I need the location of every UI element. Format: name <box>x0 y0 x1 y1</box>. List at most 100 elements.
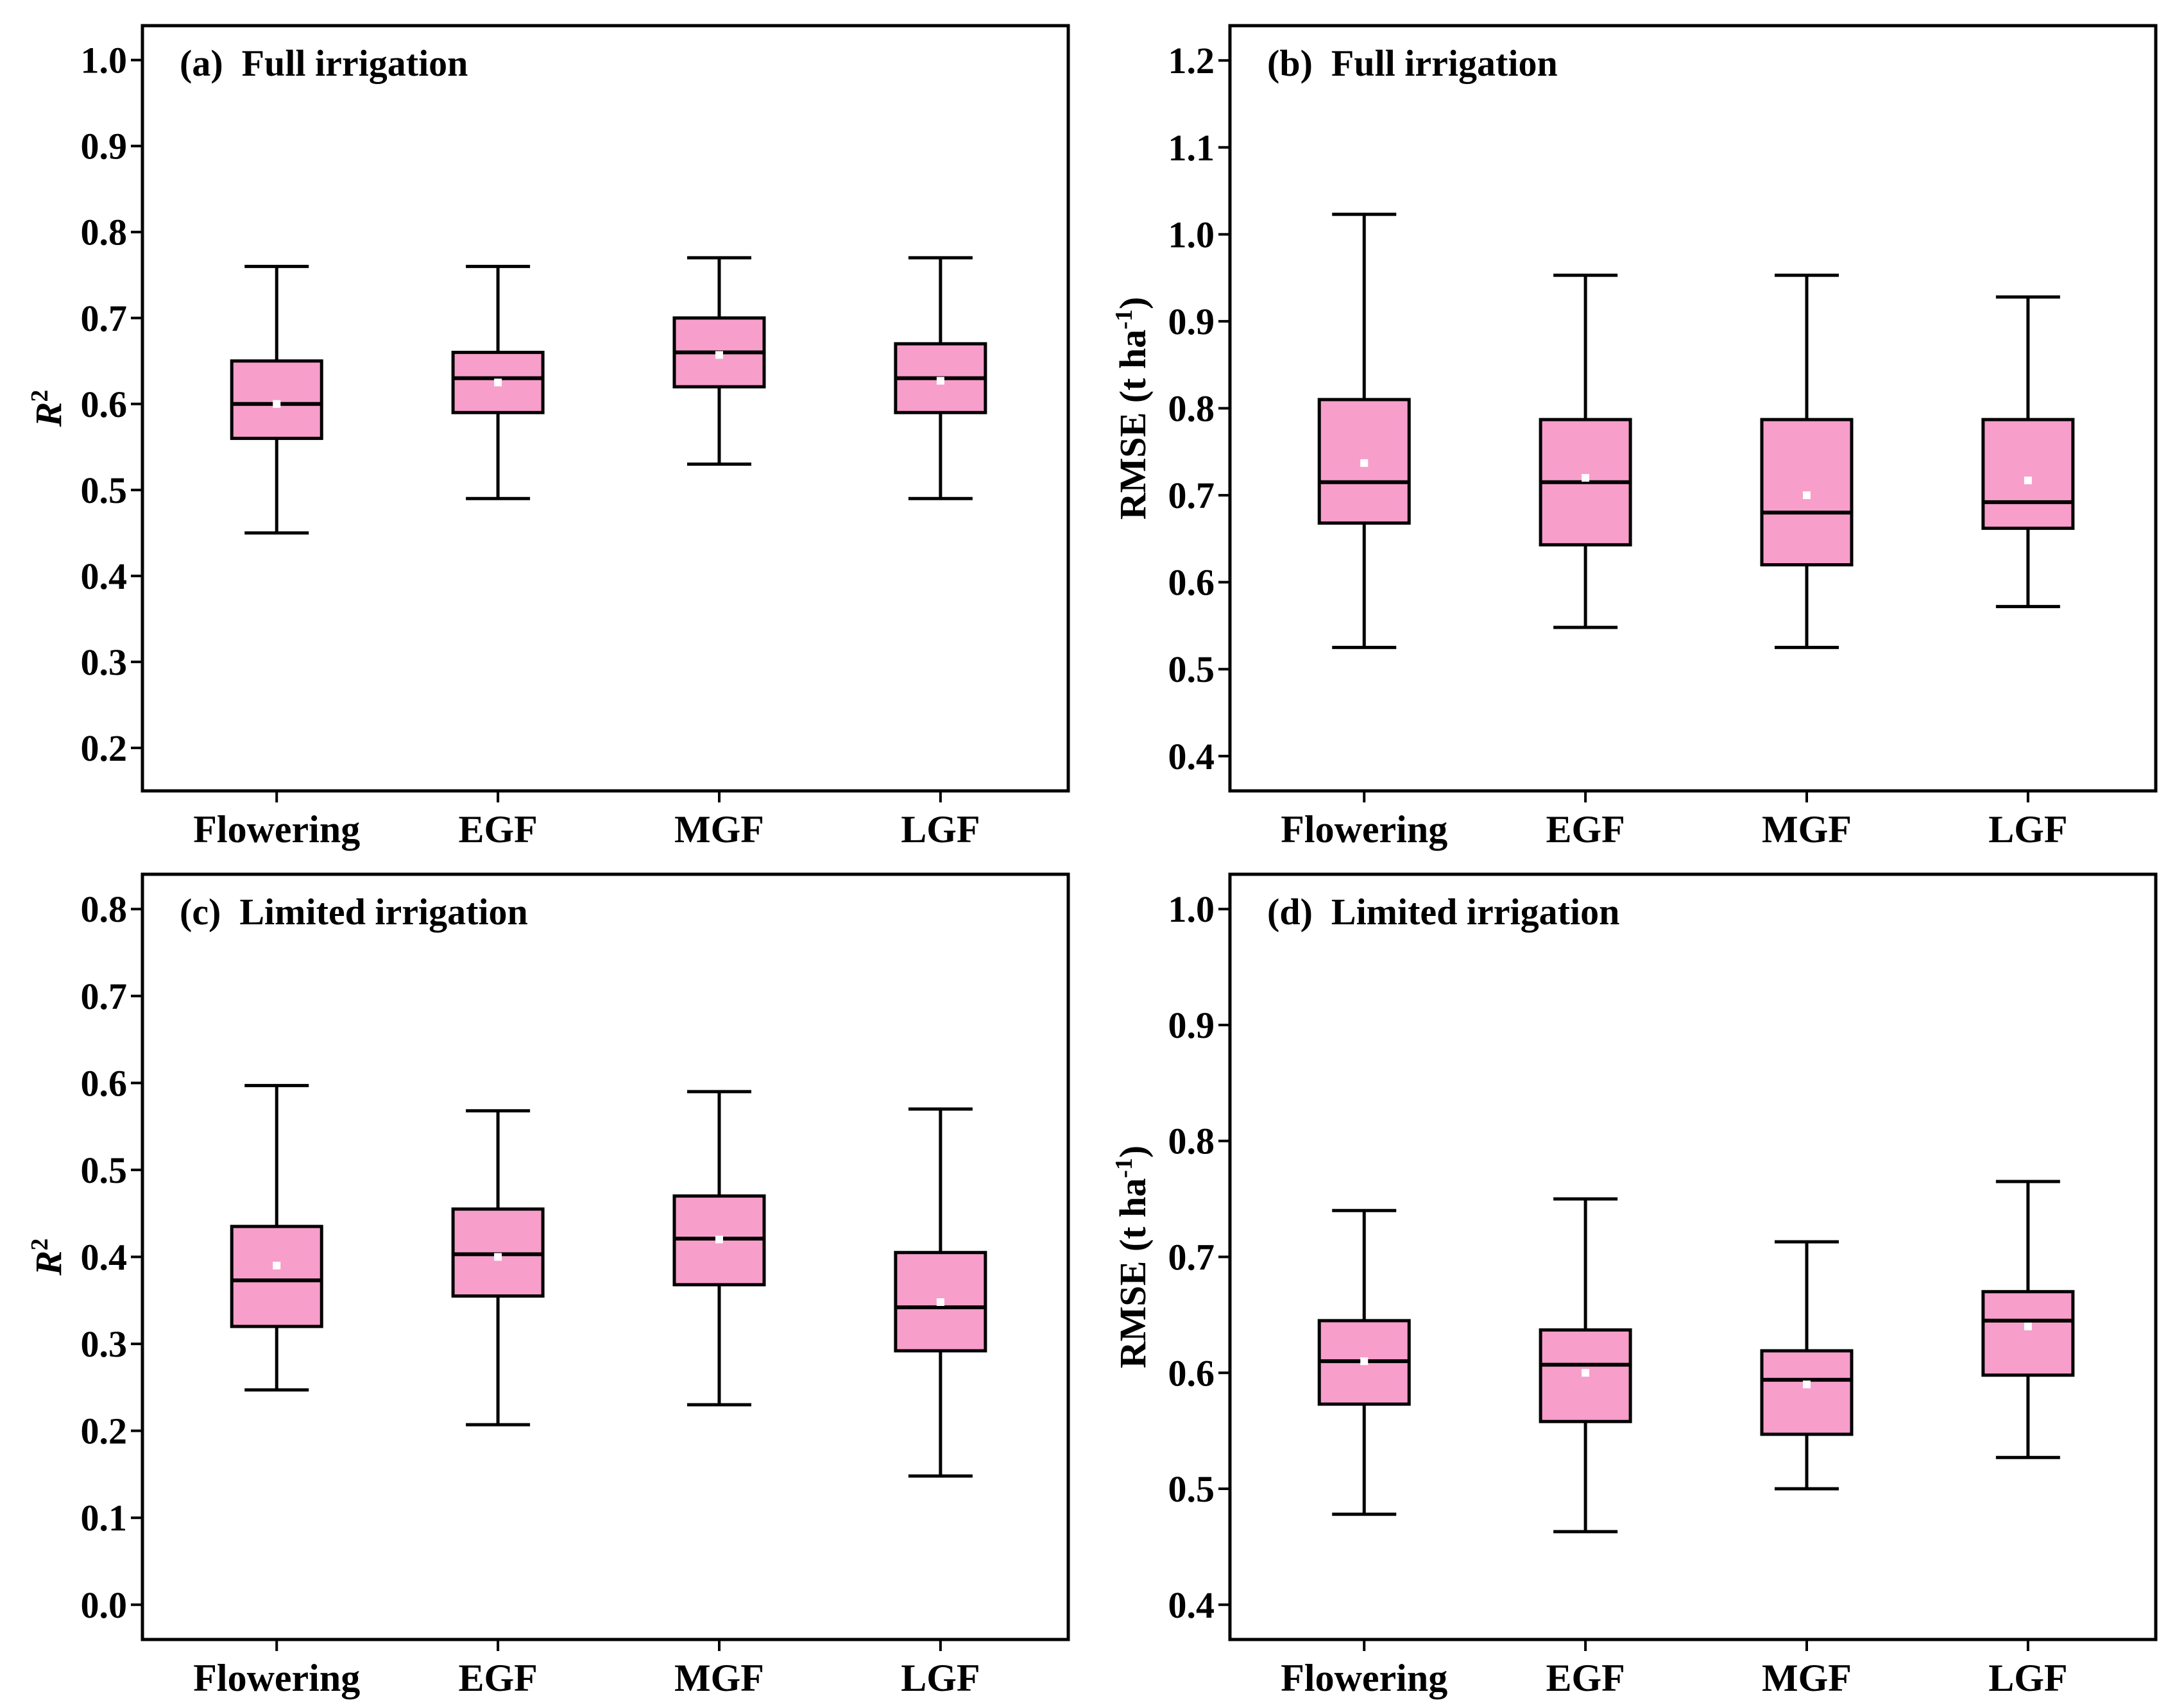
box-mgf <box>1760 1240 1854 1491</box>
mean-marker <box>715 1235 723 1244</box>
mean-marker <box>1582 1369 1590 1377</box>
y-tick-label: 0.7 <box>1168 475 1215 516</box>
y-tick-label: 0.8 <box>1168 1121 1215 1162</box>
box-lgf <box>894 1107 987 1478</box>
y-tick-label: 0.3 <box>81 1323 128 1365</box>
y-axis-label: RMSE (t ha-1) <box>1111 1146 1154 1368</box>
mean-marker <box>494 1253 502 1261</box>
y-tick-label: 0.4 <box>81 1237 128 1278</box>
panel-title: (d) Limited irrigation <box>1267 891 1619 933</box>
box-mgf <box>672 1090 766 1407</box>
y-tick-label: 0.9 <box>1168 301 1215 343</box>
box-flowering <box>1317 212 1411 649</box>
y-tick-label: 0.4 <box>81 555 128 597</box>
box-egf <box>1539 273 1632 629</box>
y-tick-label: 0.7 <box>81 976 128 1017</box>
x-category-label: LGF <box>901 1657 980 1699</box>
x-category-label: LGF <box>901 808 980 851</box>
y-axis-label: R2 <box>26 1239 69 1276</box>
iqr-box <box>1981 418 2075 530</box>
x-category-label: MGF <box>1762 1657 1852 1699</box>
panel-title: (a) Full irrigation <box>180 42 468 84</box>
x-category-label: EGF <box>1546 808 1625 851</box>
y-tick-label: 1.2 <box>1168 40 1215 81</box>
y-tick-label: 0.3 <box>81 641 128 683</box>
mean-marker <box>1802 1380 1811 1389</box>
y-tick-label: 0.8 <box>81 888 128 930</box>
y-tick-label: 1.0 <box>81 40 128 81</box>
x-category-label: Flowering <box>193 1657 360 1699</box>
mean-marker <box>1802 491 1811 500</box>
iqr-box <box>1760 1349 1854 1436</box>
iqr-box <box>1539 1328 1632 1423</box>
iqr-box <box>230 1224 323 1328</box>
mean-marker <box>2024 477 2032 485</box>
panel-d: 0.4 0.5 0.6 0.7 0.8 0.9 1.0 Flowering EGF MGF LGF (… <box>1111 872 2158 1699</box>
y-axis-label: R2 <box>26 390 69 428</box>
y-tick-label: 0.7 <box>81 298 128 339</box>
mean-marker <box>936 1298 944 1306</box>
x-category-label: LGF <box>1988 1657 2067 1699</box>
mean-marker <box>1360 1357 1369 1366</box>
x-category-label: Flowering <box>1281 808 1447 851</box>
y-tick-label: 0.2 <box>81 1411 128 1452</box>
box-mgf <box>1760 273 1854 649</box>
iqr-box <box>1981 1290 2075 1377</box>
x-category-label: MGF <box>674 1657 764 1699</box>
y-tick-label: 0.4 <box>1168 1584 1215 1626</box>
iqr-box <box>230 359 323 440</box>
box-lgf <box>1981 1180 2075 1459</box>
box-flowering <box>230 1083 323 1392</box>
y-tick-label: 0.5 <box>1168 1468 1215 1510</box>
y-tick-label: 0.6 <box>1168 562 1215 604</box>
y-tick-label: 0.7 <box>1168 1237 1215 1278</box>
y-tick-label: 0.2 <box>81 727 128 769</box>
mean-marker <box>273 1262 281 1270</box>
y-tick-label: 0.8 <box>81 212 128 253</box>
y-tick-label: 0.9 <box>1168 1004 1215 1046</box>
iqr-box <box>894 1251 987 1353</box>
x-category-label: EGF <box>458 808 537 851</box>
y-tick-label: 0.9 <box>81 126 128 167</box>
y-tick-label: 1.0 <box>1168 214 1215 255</box>
box-mgf <box>672 256 766 466</box>
box-lgf <box>894 256 987 500</box>
y-tick-label: 0.5 <box>81 470 128 511</box>
y-tick-label: 1.1 <box>1168 127 1215 169</box>
mean-marker <box>2024 1322 2032 1330</box>
mean-marker <box>715 351 723 359</box>
box-egf <box>451 1109 545 1427</box>
panel-title: (c) Limited irrigation <box>180 891 528 933</box>
mean-marker <box>1582 473 1590 482</box>
x-category-label: MGF <box>1762 808 1852 851</box>
mean-marker <box>1360 459 1369 467</box>
y-tick-label: 0.5 <box>1168 648 1215 690</box>
x-category-label: EGF <box>1546 1657 1625 1699</box>
y-tick-label: 0.5 <box>81 1149 128 1191</box>
y-tick-label: 0.0 <box>81 1584 128 1626</box>
y-tick-label: 0.6 <box>81 384 128 425</box>
mean-marker <box>273 400 281 408</box>
mean-marker <box>494 378 502 387</box>
box-egf <box>1539 1197 1632 1534</box>
panel-title: (b) Full irrigation <box>1267 42 1558 84</box>
y-tick-label: 0.8 <box>1168 388 1215 430</box>
plot-frame <box>1228 872 2158 1641</box>
y-axis-label: RMSE (t ha-1) <box>1111 297 1154 520</box>
box-lgf <box>1981 295 2075 609</box>
x-category-label: MGF <box>674 808 764 851</box>
y-tick-label: 0.4 <box>1168 736 1215 777</box>
y-tick-label: 1.0 <box>1168 888 1215 930</box>
panel-c: 0.0 0.1 0.2 0.3 0.4 0.5 0.6 0.7 0.8 Flowering EGF M… <box>26 872 1070 1699</box>
y-tick-label: 0.6 <box>1168 1352 1215 1394</box>
x-category-label: Flowering <box>193 808 360 851</box>
x-category-label: Flowering <box>1281 1657 1447 1699</box>
panel-a: 0.2 0.3 0.4 0.5 0.6 0.7 0.8 0.9 1.0 Flowering EGF M… <box>26 24 1070 851</box>
y-tick-label: 0.1 <box>81 1497 128 1539</box>
box-flowering <box>230 264 323 535</box>
box-flowering <box>1317 1208 1411 1516</box>
x-category-label: LGF <box>1988 808 2067 851</box>
box-egf <box>451 264 545 500</box>
mean-marker <box>936 377 944 385</box>
